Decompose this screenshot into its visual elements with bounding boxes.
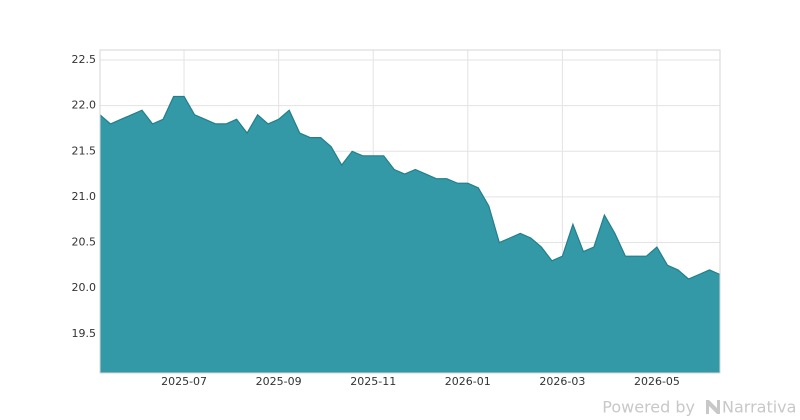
- x-tick-label: 2026-05: [634, 375, 680, 388]
- x-tick-label: 2026-01: [445, 375, 491, 388]
- y-tick-label: 22.5: [72, 53, 97, 66]
- marks: [99, 95, 721, 373]
- y-tick-label: 21.0: [72, 190, 97, 203]
- brand: Narrativa: [722, 398, 796, 417]
- plot-border: [99, 49, 721, 374]
- area-line: [99, 95, 721, 280]
- area: [100, 96, 720, 373]
- brand-logo: [706, 400, 720, 414]
- x-tick-label: 2025-11: [350, 375, 396, 388]
- y-tick-label: 19.5: [72, 327, 97, 340]
- y-tick-label: 20.5: [72, 236, 97, 249]
- y-tick-label: 22.0: [72, 99, 97, 112]
- y-tick-label: 21.5: [72, 144, 97, 157]
- x-tick-label: 2026-03: [539, 375, 585, 388]
- powered-by: Powered by: [602, 398, 695, 417]
- y-tick-label: 20.0: [72, 281, 97, 294]
- x-tick-label: 2025-07: [161, 375, 207, 388]
- x-tick-label: 2025-09: [256, 375, 302, 388]
